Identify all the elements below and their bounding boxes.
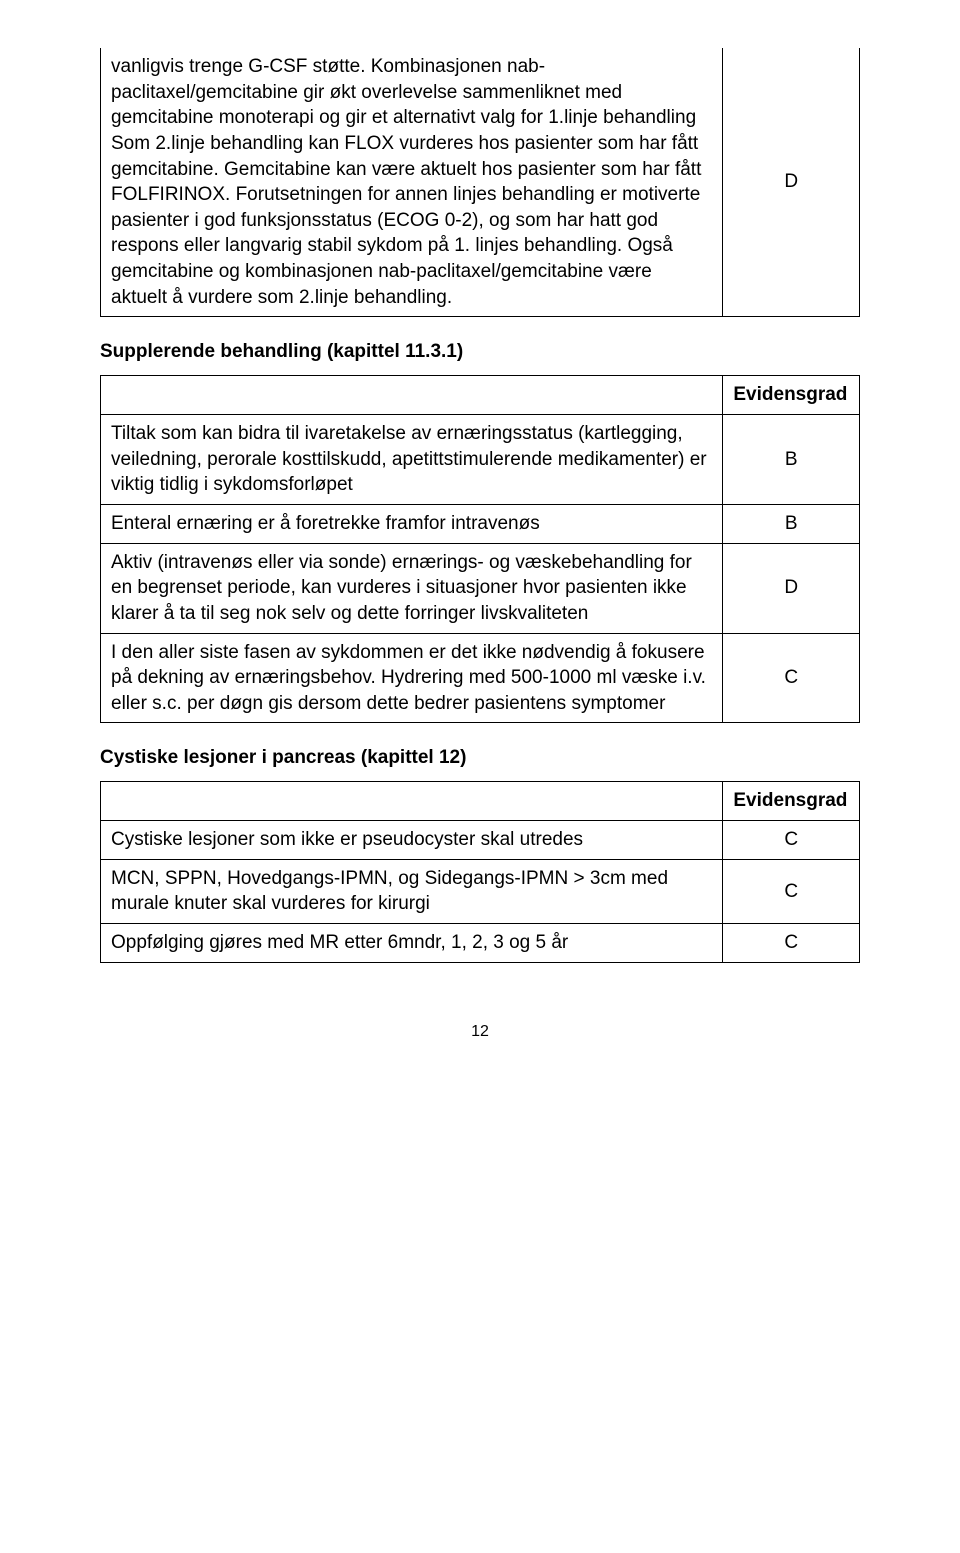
treatment-table-1: vanligvis trenge G-CSF støtte. Kombinasj… [100,48,860,317]
cystiske-table: Evidensgrad Cystiske lesjoner som ikke e… [100,781,860,962]
document-page: vanligvis trenge G-CSF støtte. Kombinasj… [0,0,960,1101]
evidence-grade: C [723,821,860,860]
page-number: 12 [100,1023,860,1041]
table-row: I den aller siste fasen av sykdommen er … [101,633,723,723]
table-row: Cystiske lesjoner som ikke er pseudocyst… [101,821,723,860]
table-header-grade: Evidensgrad [723,376,860,415]
section-heading: Cystiske lesjoner i pancreas (kapittel 1… [100,747,860,769]
table-row: vanligvis trenge G-CSF støtte. Kombinasj… [101,48,723,317]
table-header-empty [101,376,723,415]
table-header-empty [101,782,723,821]
table-row: MCN, SPPN, Hovedgangs-IPMN, og Sidegangs… [101,859,723,923]
table-row: Enteral ernæring er å foretrekke framfor… [101,504,723,543]
section-heading: Supplerende behandling (kapittel 11.3.1) [100,341,860,363]
evidence-grade: C [723,859,860,923]
table-row: Aktiv (intravenøs eller via sonde) ernær… [101,543,723,633]
evidence-grade: C [723,633,860,723]
table-header-grade: Evidensgrad [723,782,860,821]
evidence-grade: B [723,504,860,543]
supplerende-table: Evidensgrad Tiltak som kan bidra til iva… [100,375,860,723]
evidence-grade: D [723,543,860,633]
evidence-grade: C [723,924,860,963]
evidence-grade: B [723,415,860,505]
table-row: Oppfølging gjøres med MR etter 6mndr, 1,… [101,924,723,963]
table-row: Tiltak som kan bidra til ivaretakelse av… [101,415,723,505]
evidence-grade: D [723,48,860,317]
